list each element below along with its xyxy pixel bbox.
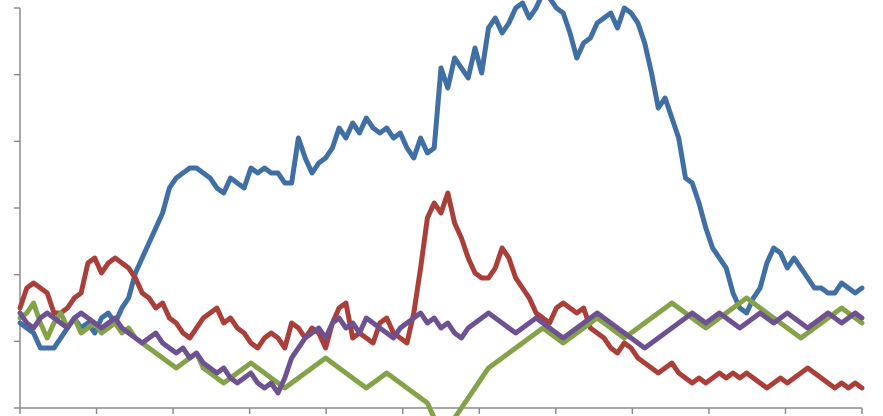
series-line-1 [17, 0, 865, 351]
series-line-4 [17, 310, 865, 396]
plot-area [17, 0, 865, 416]
series-line-2 [17, 190, 865, 391]
series-line-3 [17, 295, 865, 416]
ticks [14, 7, 863, 414]
